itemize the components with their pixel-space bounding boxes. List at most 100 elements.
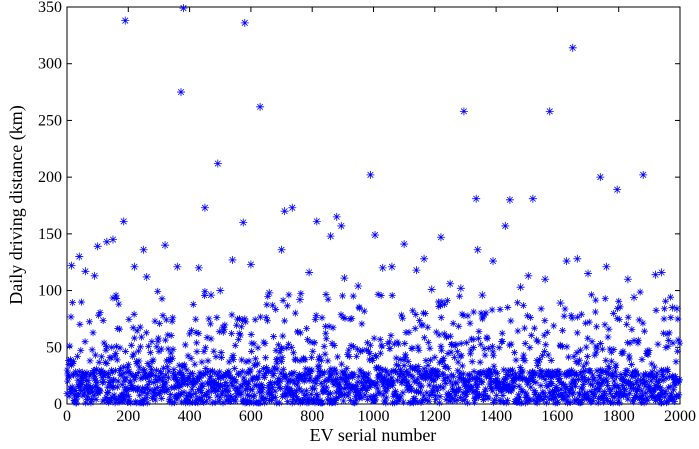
y-tick-label: 100 xyxy=(38,283,62,300)
data-point xyxy=(440,354,448,362)
data-point xyxy=(349,373,357,381)
data-point xyxy=(527,331,535,339)
data-point xyxy=(311,315,319,323)
data-point xyxy=(434,368,442,376)
data-point xyxy=(224,387,232,395)
data-point xyxy=(510,349,518,357)
data-point xyxy=(656,392,664,400)
data-point xyxy=(102,393,110,401)
data-point xyxy=(204,357,212,365)
data-point xyxy=(127,341,135,349)
data-point xyxy=(660,315,668,323)
data-point xyxy=(225,358,233,366)
data-point xyxy=(329,324,337,332)
data-point xyxy=(626,389,634,397)
data-point xyxy=(512,356,520,364)
data-point xyxy=(659,376,667,384)
data-point xyxy=(666,293,674,301)
data-point xyxy=(505,195,514,204)
data-point xyxy=(212,387,220,395)
data-point xyxy=(579,385,587,393)
data-point xyxy=(373,384,381,392)
data-point xyxy=(88,396,96,404)
data-point xyxy=(320,368,328,376)
data-point xyxy=(366,356,374,364)
data-point xyxy=(398,376,406,384)
data-point xyxy=(252,361,260,369)
data-point xyxy=(528,194,537,203)
data-point xyxy=(455,385,463,393)
data-point xyxy=(555,367,563,375)
data-point xyxy=(144,360,152,368)
data-point xyxy=(591,385,599,393)
data-point xyxy=(650,374,658,382)
data-point xyxy=(167,391,175,399)
data-point xyxy=(400,240,409,249)
data-point xyxy=(233,386,241,394)
data-point xyxy=(183,366,191,374)
data-point xyxy=(648,368,656,376)
data-point xyxy=(590,392,598,400)
data-point xyxy=(624,395,632,403)
data-point xyxy=(304,395,312,403)
data-point xyxy=(539,396,547,404)
data-point xyxy=(614,384,622,392)
data-point xyxy=(320,387,328,395)
data-point xyxy=(109,294,117,302)
data-point xyxy=(505,372,513,380)
data-point xyxy=(515,382,523,390)
data-point xyxy=(129,324,137,332)
data-point xyxy=(665,336,673,344)
data-point xyxy=(648,360,656,368)
data-point xyxy=(186,330,194,338)
data-point xyxy=(460,312,468,320)
data-point xyxy=(670,373,678,381)
data-point xyxy=(422,357,430,365)
data-point xyxy=(588,338,596,346)
data-point xyxy=(235,335,243,343)
data-point xyxy=(545,107,554,116)
data-point xyxy=(454,358,462,366)
data-point xyxy=(253,381,261,389)
data-point xyxy=(142,272,151,281)
data-point xyxy=(302,365,310,373)
data-point xyxy=(606,389,614,397)
data-point xyxy=(439,371,447,379)
data-point xyxy=(321,323,329,331)
data-point xyxy=(377,349,385,357)
data-point xyxy=(528,372,536,380)
data-point xyxy=(138,387,146,395)
data-point xyxy=(662,344,670,352)
data-point xyxy=(641,382,649,390)
data-point xyxy=(411,363,419,371)
data-point xyxy=(289,395,297,403)
data-point xyxy=(530,387,538,395)
data-point xyxy=(651,270,660,279)
data-point xyxy=(558,391,566,399)
dense-data-points xyxy=(63,287,684,407)
data-point xyxy=(379,391,387,399)
data-point xyxy=(584,334,592,342)
data-point xyxy=(595,371,603,379)
data-point xyxy=(496,305,504,313)
x-tick-label: 1200 xyxy=(419,408,451,425)
data-point xyxy=(514,396,522,404)
data-point xyxy=(526,344,534,352)
data-point xyxy=(301,356,309,364)
data-point xyxy=(382,399,390,407)
data-point xyxy=(652,373,660,381)
data-point xyxy=(436,382,444,390)
data-point xyxy=(657,384,665,392)
data-point xyxy=(201,292,209,300)
data-point xyxy=(469,335,477,343)
data-point xyxy=(459,396,467,404)
data-point xyxy=(183,380,191,388)
data-point xyxy=(153,377,161,385)
data-point xyxy=(200,203,209,212)
data-point xyxy=(526,314,534,322)
data-point xyxy=(452,340,460,348)
data-point xyxy=(117,371,125,379)
data-point xyxy=(440,330,448,338)
data-point xyxy=(163,357,171,365)
data-point xyxy=(201,369,209,377)
